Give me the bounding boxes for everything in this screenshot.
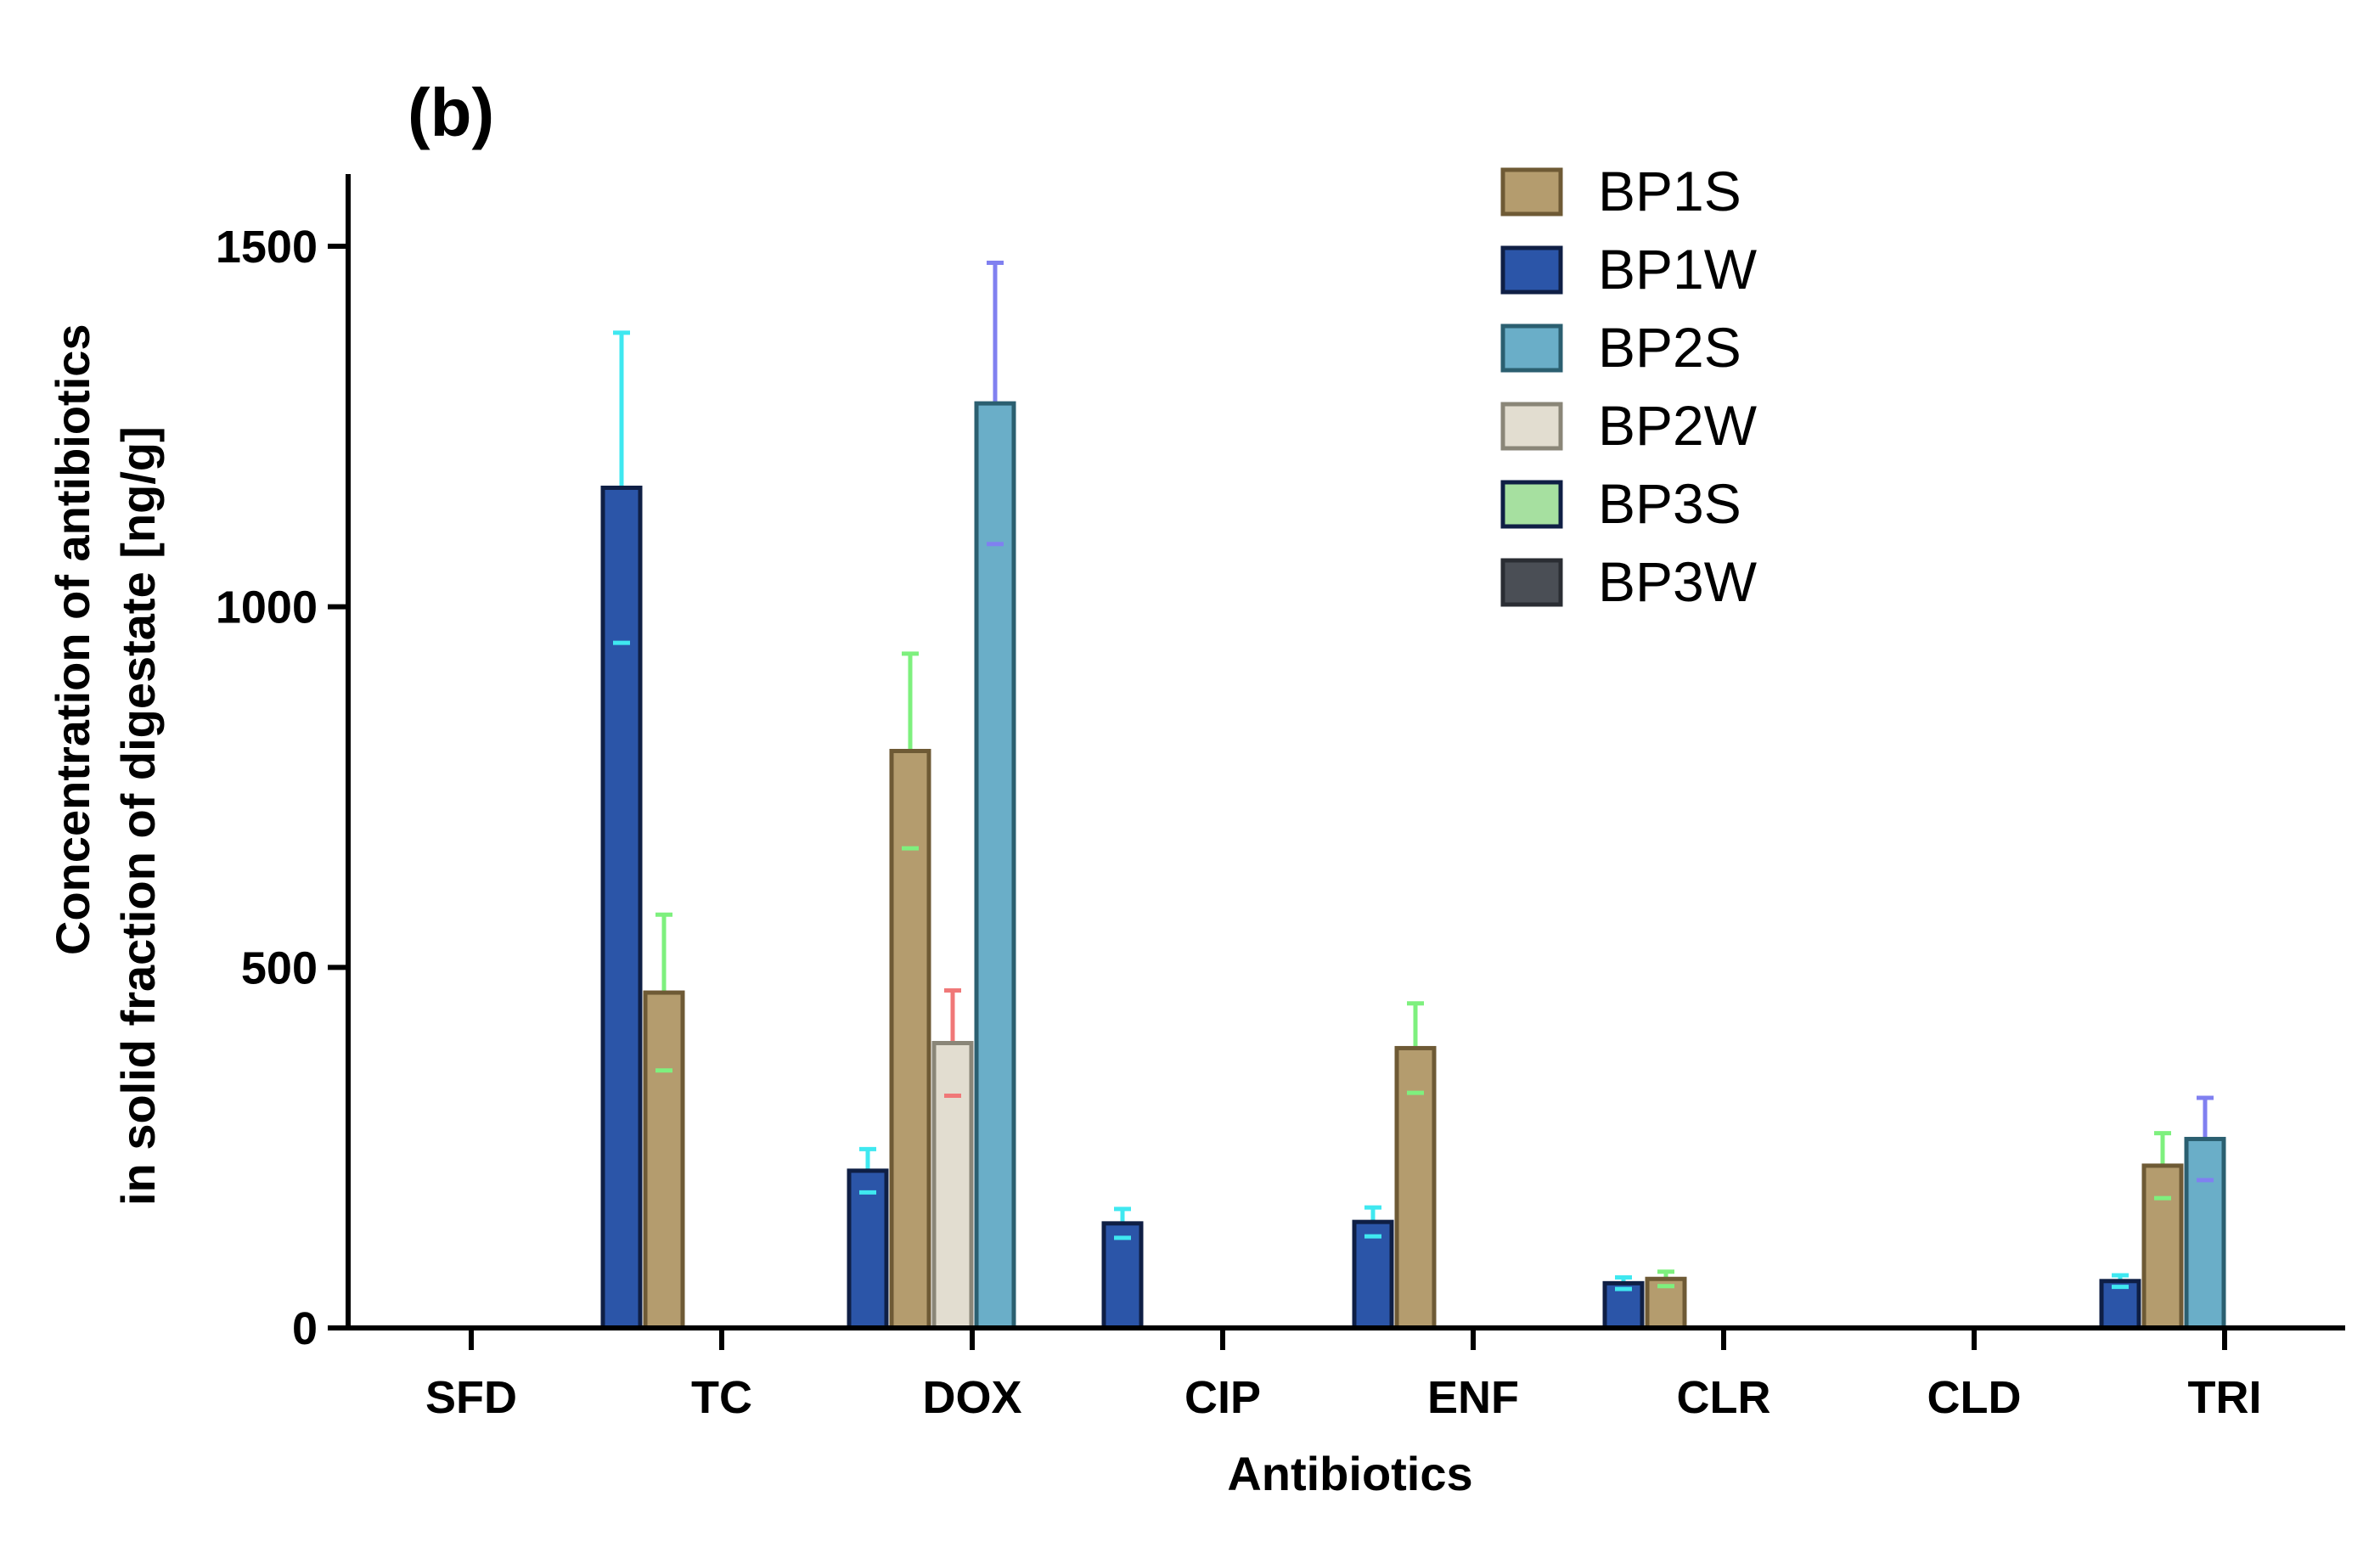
bar-bp1w-tc <box>600 485 643 1330</box>
legend: BP1S BP1W BP2S BP2W BP3S BP3W <box>1500 160 1758 613</box>
x-tick-label-cip: CIP <box>1184 1372 1261 1423</box>
legend-label-bp2w: BP2W <box>1598 394 1758 457</box>
y-axis-title-line1: Concentration of antibiotics <box>46 323 99 955</box>
x-axis-title: Antibiotics <box>1227 1447 1472 1500</box>
legend-label-bp3w: BP3W <box>1598 550 1758 613</box>
legend-label-bp3s: BP3S <box>1598 472 1741 535</box>
y-tick-label: 500 <box>241 942 318 993</box>
bar-bp1s-tc <box>643 990 685 1330</box>
x-tick-label-cld: CLD <box>1927 1372 2022 1423</box>
legend-label-bp2s: BP2S <box>1598 316 1741 379</box>
x-axis-ticks: SFD TC DOX CIP ENF CLR CLD TRI <box>425 1328 2262 1423</box>
legend-swatch-bp1s <box>1500 167 1563 217</box>
x-tick-label-tri: TRI <box>2188 1372 2262 1423</box>
bar-bp1s-dox <box>889 749 931 1330</box>
legend-swatch-bp2w <box>1500 402 1563 451</box>
legend-swatch-bp3w <box>1500 558 1563 607</box>
legend-label-bp1s: BP1S <box>1598 160 1741 222</box>
y-tick-label: 1000 <box>216 582 318 633</box>
bar-bp2s-dox <box>974 401 1016 1330</box>
y-axis-ticks: 0 500 1000 1500 <box>216 222 348 1354</box>
bar-bp1s-enf <box>1394 1045 1437 1330</box>
bar-bp1s-tri <box>2141 1163 2184 1330</box>
legend-swatch-bp3s <box>1500 480 1563 529</box>
bars-group <box>600 260 2226 1330</box>
y-tick-label: 0 <box>292 1303 318 1354</box>
x-tick-label-enf: ENF <box>1427 1372 1519 1423</box>
bar-bp2s-tri <box>2184 1136 2226 1330</box>
legend-label-bp1w: BP1W <box>1598 238 1758 301</box>
x-tick-label-clr: CLR <box>1677 1372 1771 1423</box>
x-tick-label-dox: DOX <box>922 1372 1021 1423</box>
x-tick-label-tc: TC <box>691 1372 752 1423</box>
panel-label: (b) <box>408 75 494 150</box>
legend-swatch-bp2s <box>1500 323 1563 373</box>
bar-bp2w-dox <box>931 1040 974 1330</box>
y-tick-label: 1500 <box>216 222 318 273</box>
y-axis-title-line2: in solid fraction of digestate [ng/g] <box>111 426 165 1206</box>
legend-swatch-bp1w <box>1500 245 1563 295</box>
x-tick-label-sfd: SFD <box>425 1372 517 1423</box>
